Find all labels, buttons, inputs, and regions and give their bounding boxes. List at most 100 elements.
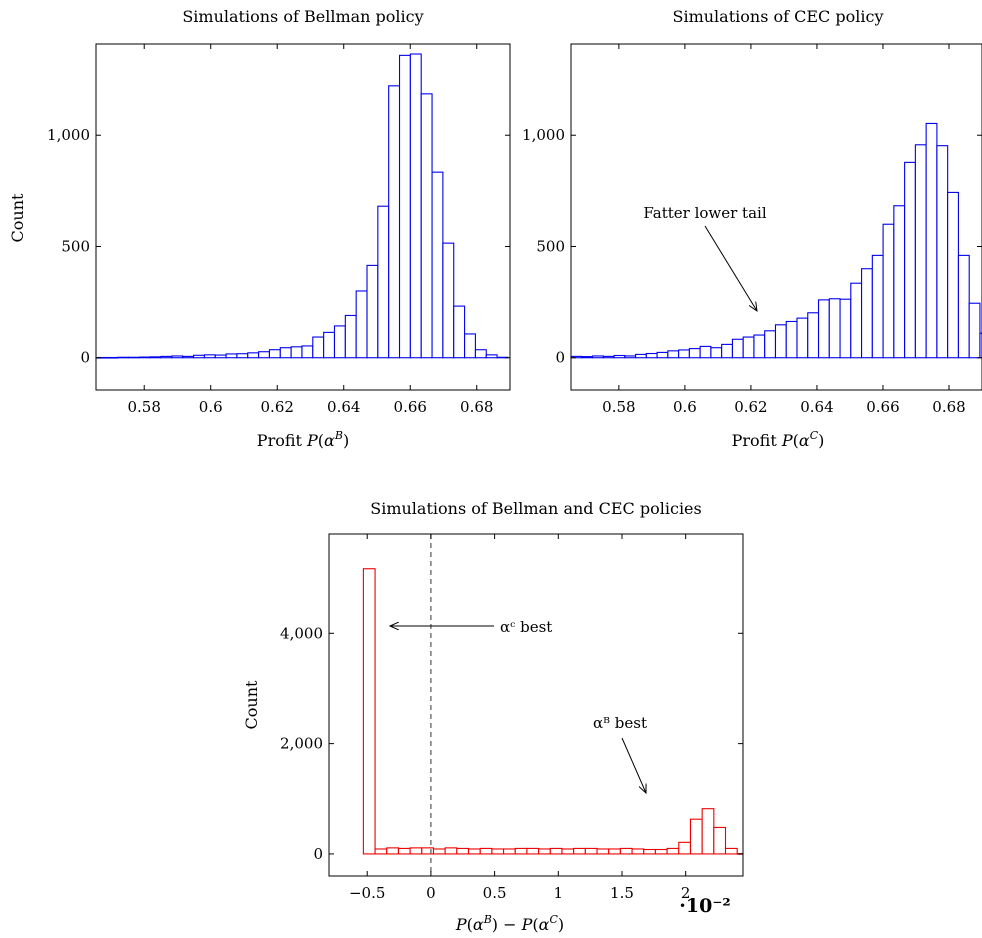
cec-bar bbox=[581, 356, 594, 359]
cec-bar bbox=[774, 324, 787, 359]
cec-bar bbox=[602, 355, 615, 359]
cec-bar bbox=[624, 355, 637, 359]
diff-xtick-label: −0.5 bbox=[349, 884, 385, 902]
diff-bar bbox=[573, 847, 586, 855]
diff-bar bbox=[654, 848, 668, 855]
cec-bar bbox=[957, 254, 970, 359]
diff-xtick-label: 1.5 bbox=[610, 884, 634, 902]
cec-annotation-arrow bbox=[704, 225, 757, 311]
diff-bar bbox=[713, 826, 727, 855]
diff-bar bbox=[689, 818, 703, 855]
bellman-bar bbox=[268, 349, 281, 359]
cec-bar bbox=[893, 205, 906, 359]
bellman-plot-frame bbox=[95, 43, 511, 391]
diff-bar bbox=[432, 848, 446, 855]
bellman-bar bbox=[149, 356, 162, 359]
cec-panel: Simulations of CEC policy 0.58 0.6 0.62 0.6… bbox=[522, 7, 982, 450]
bellman-bar bbox=[182, 355, 195, 359]
cec-bar bbox=[613, 354, 626, 359]
cec-ticks: 0.58 0.6 0.62 0.64 0.66 0.68 0 500 1,000 bbox=[522, 44, 982, 416]
bellman-xtick-label: 0.66 bbox=[394, 398, 427, 416]
bellman-bar bbox=[290, 346, 303, 359]
bellman-bar bbox=[301, 345, 314, 359]
diff-annotation-arrow-b bbox=[621, 737, 646, 793]
cec-ytick-label: 0 bbox=[555, 349, 565, 367]
bellman-bars bbox=[95, 53, 509, 359]
diff-ticks: −0.5 0 0.5 1 1.5 2 0 2,000 4,000 bbox=[280, 534, 743, 902]
diff-bar bbox=[643, 848, 656, 855]
cec-xtick-label: 0.62 bbox=[734, 398, 767, 416]
diff-bar bbox=[491, 848, 505, 855]
cec-bar bbox=[764, 330, 777, 359]
bellman-bar bbox=[409, 53, 422, 359]
cec-xlabel: Profit P(αC) bbox=[732, 429, 825, 450]
cec-bar bbox=[710, 347, 723, 359]
cec-bar bbox=[882, 223, 895, 359]
bellman-bar bbox=[312, 336, 325, 359]
bellman-xtick-label: 0.58 bbox=[128, 398, 161, 416]
bellman-bar bbox=[453, 305, 466, 359]
cec-bars bbox=[570, 122, 982, 359]
diff-bar bbox=[526, 847, 540, 855]
bellman-xtick-label: 0.62 bbox=[261, 398, 294, 416]
bellman-bar bbox=[171, 355, 184, 359]
cec-xtick-label: 0.68 bbox=[932, 398, 965, 416]
diff-bar bbox=[362, 568, 376, 855]
diff-panel: Simulations of Bellman and CEC policies … bbox=[242, 499, 744, 934]
bellman-bar bbox=[474, 349, 487, 359]
diff-bar bbox=[409, 847, 423, 855]
cec-bar bbox=[861, 268, 873, 359]
cec-bar bbox=[688, 348, 701, 359]
bellman-bar bbox=[236, 353, 249, 359]
diff-bar bbox=[631, 848, 645, 855]
diff-bar bbox=[701, 808, 715, 855]
diff-bars bbox=[362, 568, 744, 855]
diff-bar bbox=[386, 847, 399, 855]
cec-bar bbox=[667, 350, 680, 359]
bellman-bar bbox=[160, 355, 173, 359]
diff-bar bbox=[503, 848, 516, 855]
cec-bar bbox=[721, 343, 733, 359]
diff-bar bbox=[479, 847, 493, 855]
bellman-bar bbox=[464, 333, 476, 359]
bellman-bar bbox=[388, 85, 401, 359]
diff-xtick-label: 2 bbox=[681, 884, 691, 902]
bellman-bar bbox=[225, 353, 238, 359]
diff-bar bbox=[596, 848, 610, 855]
cec-bar bbox=[925, 122, 938, 359]
diff-bar bbox=[374, 848, 388, 855]
cec-bar bbox=[699, 345, 712, 359]
cec-xtick-label: 0.6 bbox=[673, 398, 697, 416]
bellman-panel: Simulations of Bellman policy 0.58 0.6 0.6… bbox=[8, 7, 511, 450]
diff-bar bbox=[456, 847, 470, 855]
diff-annotation-c-best: αᶜ best bbox=[500, 618, 552, 636]
diff-ytick-label: 0 bbox=[313, 845, 323, 863]
cec-bar bbox=[947, 191, 959, 359]
bellman-bar bbox=[344, 314, 357, 359]
bellman-bar bbox=[485, 354, 498, 359]
bellman-bar bbox=[138, 356, 151, 359]
bellman-ytick-label: 1,000 bbox=[47, 126, 90, 144]
bellman-bar bbox=[279, 347, 292, 359]
diff-title: Simulations of Bellman and CEC policies bbox=[370, 499, 701, 518]
diff-bar bbox=[549, 847, 563, 855]
diff-bar bbox=[678, 841, 692, 855]
bellman-xtick-label: 0.6 bbox=[199, 398, 223, 416]
bellman-bar bbox=[431, 171, 444, 359]
bellman-bar bbox=[117, 356, 130, 359]
bellman-bar bbox=[127, 356, 140, 359]
cec-xtick-label: 0.64 bbox=[800, 398, 833, 416]
diff-bar bbox=[444, 847, 458, 855]
bellman-bar bbox=[203, 354, 216, 359]
cec-xtick-label: 0.58 bbox=[602, 398, 635, 416]
diff-xtick-label: 0.5 bbox=[483, 884, 507, 902]
bellman-ytick-label: 0 bbox=[80, 349, 90, 367]
bellman-xtick-label: 0.64 bbox=[327, 398, 360, 416]
diff-plot-frame bbox=[328, 533, 744, 877]
bellman-title: Simulations of Bellman policy bbox=[182, 7, 423, 26]
diff-xlabel: P(αB) − P(αC) bbox=[455, 913, 564, 934]
cec-bar bbox=[828, 298, 841, 359]
cec-bar bbox=[796, 317, 809, 359]
bellman-ytick-label: 500 bbox=[61, 237, 90, 255]
bellman-bar bbox=[442, 242, 455, 359]
